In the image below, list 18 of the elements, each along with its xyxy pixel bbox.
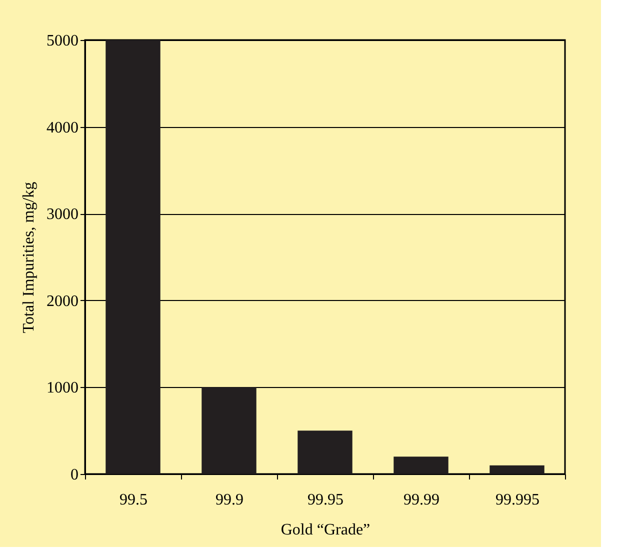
y-tick-label: 4000 xyxy=(46,119,78,136)
x-tick-label: 99.995 xyxy=(496,492,540,508)
x-tick-label: 99.99 xyxy=(404,492,440,508)
y-tick-label: 2000 xyxy=(46,292,78,310)
y-tick-label: 0 xyxy=(70,466,78,484)
bar xyxy=(394,456,448,474)
x-tick-label: 99.9 xyxy=(216,492,244,508)
bar xyxy=(202,387,256,474)
x-tick-label: 99.5 xyxy=(120,492,148,508)
y-tick-label: 3000 xyxy=(46,206,78,224)
bar xyxy=(106,40,160,474)
y-tick-label: 1000 xyxy=(46,380,78,397)
bar xyxy=(298,430,352,474)
y-axis-title: Total Impurities, mg/kg xyxy=(20,182,38,334)
bar xyxy=(490,465,544,474)
y-tick-label: 5000 xyxy=(46,32,78,50)
x-tick-label: 99.95 xyxy=(308,492,344,508)
x-axis-title: Gold “Grade” xyxy=(280,522,370,538)
